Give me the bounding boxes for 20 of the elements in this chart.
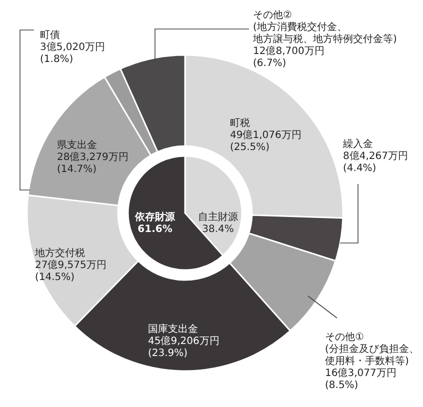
data-label: 3億5,020万円 (1.8%) (40, 41, 105, 65)
slice-label: 地方交付税 (34, 247, 85, 259)
data-label: 28億3,279万円 (14.7%) (57, 151, 128, 175)
data-label: 27億9,575万円 (14.5%) (35, 259, 106, 283)
slice-label: 国庫支出金 (148, 323, 198, 335)
data-label: 38.4% (202, 224, 234, 235)
data-label: 12億8,700万円 (6.7%) (253, 45, 324, 69)
slice-label: その他①(分担金及び負担金、使用料・手数料等) (325, 331, 419, 367)
slice-label: 繰入金 (342, 138, 373, 150)
slice-label: その他②(地方消費税交付金、地方譲与税、地方特例交付金等) (252, 9, 397, 45)
data-label: 45億9,206万円 (23.9%) (148, 335, 220, 359)
slice-label: 自主財源 (198, 211, 238, 223)
data-label: 16億3,077万円 (8.5%) (325, 367, 396, 391)
data-label: 8億4,267万円 (4.4%) (343, 150, 408, 174)
slice-label: 町債 (40, 29, 60, 41)
slice-label: 依存財源 (134, 211, 176, 223)
data-label: 61.6% (138, 224, 172, 235)
slice-label: 県支出金 (57, 139, 97, 151)
slice-label: 町税 (230, 117, 250, 129)
data-label: 49億1,076万円 (25.5%) (230, 129, 302, 153)
